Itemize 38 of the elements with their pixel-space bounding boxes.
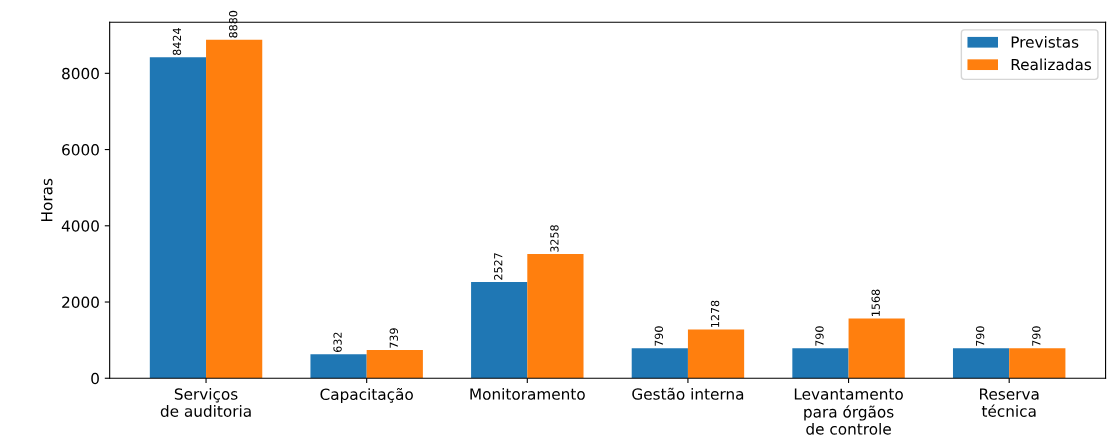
bar xyxy=(848,318,905,379)
bar xyxy=(631,348,688,379)
data-label: 790 xyxy=(654,326,664,346)
bar xyxy=(527,254,584,379)
data-label: 632 xyxy=(333,332,342,352)
data-label: 790 xyxy=(815,326,824,346)
x-tick-label: Reserva técnica xyxy=(980,388,1039,417)
bar xyxy=(1009,348,1066,379)
bar xyxy=(471,281,528,379)
bar xyxy=(206,39,263,379)
data-label: 8424 xyxy=(172,28,182,56)
x-tick-label: Levantamento para órgãos de controle xyxy=(794,388,903,435)
y-tick-label: 8000 xyxy=(62,67,99,80)
x-tick-label: Serviços de auditoria xyxy=(160,387,251,417)
data-label: 8880 xyxy=(228,10,238,38)
y-tick-label: 0 xyxy=(91,372,99,385)
data-label: 790 xyxy=(1032,326,1041,346)
bar xyxy=(687,329,745,379)
y-axis-title: Horas xyxy=(41,178,53,221)
x-tick-label: Capacitação xyxy=(320,387,413,404)
data-label: 1568 xyxy=(871,289,880,316)
data-label: 2527 xyxy=(494,253,503,280)
bar xyxy=(310,354,367,379)
bar xyxy=(792,348,849,379)
bar xyxy=(952,348,1010,379)
legend-label: Realizadas xyxy=(1011,58,1092,71)
y-tick-label: 6000 xyxy=(62,144,99,156)
y-tick-label: 2000 xyxy=(62,296,99,309)
data-label: 739 xyxy=(389,328,399,348)
legend-label: Previstas xyxy=(1011,36,1079,48)
x-tick-label: Monitoramento xyxy=(470,387,585,400)
data-label: 1278 xyxy=(710,300,720,327)
bar xyxy=(149,57,207,379)
y-tick-label: 4000 xyxy=(61,220,99,232)
data-label: 790 xyxy=(975,326,985,346)
bar xyxy=(366,350,423,379)
x-tick-label: Gestão interna xyxy=(632,387,744,400)
data-label: 3258 xyxy=(550,225,559,252)
